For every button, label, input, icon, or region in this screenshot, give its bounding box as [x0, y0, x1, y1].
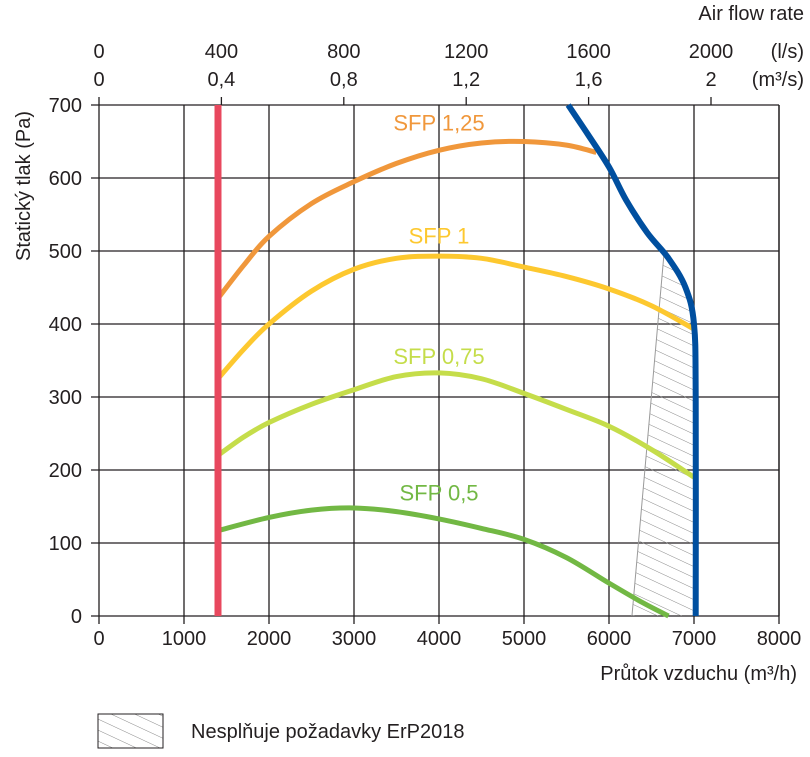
secondary-tick-label-m3s: 1,2 [452, 69, 480, 91]
legend-hatch-swatch [97, 713, 164, 749]
x-tick-label: 7000 [672, 628, 717, 650]
series-line-sfp-0-75 [216, 370, 696, 480]
y-tick-label: 300 [49, 387, 82, 409]
x-tick-label: 2000 [247, 628, 292, 650]
y-tick-label: 200 [49, 460, 82, 482]
x-axis-label: Průtok vzduchu (m³/h) [600, 663, 797, 685]
secondary-tick-label-ls: 2000 [689, 41, 734, 63]
x-tick-label: 6000 [587, 628, 632, 650]
series-line-sfp-1 [216, 253, 696, 381]
secondary-tick-label-m3s: 0,4 [207, 69, 235, 91]
series-label: SFP 0,75 [393, 344, 484, 369]
x-tick-label: 8000 [757, 628, 802, 650]
x-tick-label: 0 [93, 628, 104, 650]
x-tick-label: 3000 [332, 628, 377, 650]
secondary-tick-label-m3s: 1,6 [575, 69, 603, 91]
series-line-sfp-1-25 [216, 138, 597, 300]
secondary-tick-label-ls: 0 [93, 41, 104, 63]
series-label: SFP 1 [409, 224, 470, 249]
x-tick-label: 1000 [162, 628, 207, 650]
series-label: SFP 1,25 [393, 111, 484, 136]
legend-label: Nesplňuje požadavky ErP2018 [191, 721, 465, 743]
y-tick-label: 100 [49, 533, 82, 555]
x-tick-label: 4000 [417, 628, 462, 650]
secondary-tick-label-ls: 1200 [444, 41, 489, 63]
secondary-tick-label-ls: 800 [327, 41, 360, 63]
secondary-axis-title: Air flow rate [698, 3, 804, 25]
y-axis-label: Statický tlak (Pa) [13, 111, 35, 261]
x-tick-label: 5000 [502, 628, 547, 650]
series-label: SFP 0,5 [399, 481, 478, 506]
y-tick-label: 700 [49, 95, 82, 117]
y-tick-label: 400 [49, 314, 82, 336]
secondary-tick-label-m3s: 0 [93, 69, 104, 91]
y-tick-label: 500 [49, 241, 82, 263]
hatched-region [631, 251, 696, 616]
secondary-unit-ls: (l/s) [771, 41, 804, 63]
y-tick-label: 600 [49, 168, 82, 190]
secondary-tick-label-m3s: 0,8 [330, 69, 358, 91]
secondary-tick-label-m3s: 2 [705, 69, 716, 91]
secondary-tick-label-ls: 400 [205, 41, 238, 63]
secondary-unit-m3s: (m³/s) [752, 69, 804, 91]
y-tick-label: 0 [71, 606, 82, 628]
series-line-sfp-0-5 [217, 505, 670, 619]
secondary-tick-label-ls: 1600 [566, 41, 611, 63]
series-line-max-fan-curve [565, 103, 699, 617]
